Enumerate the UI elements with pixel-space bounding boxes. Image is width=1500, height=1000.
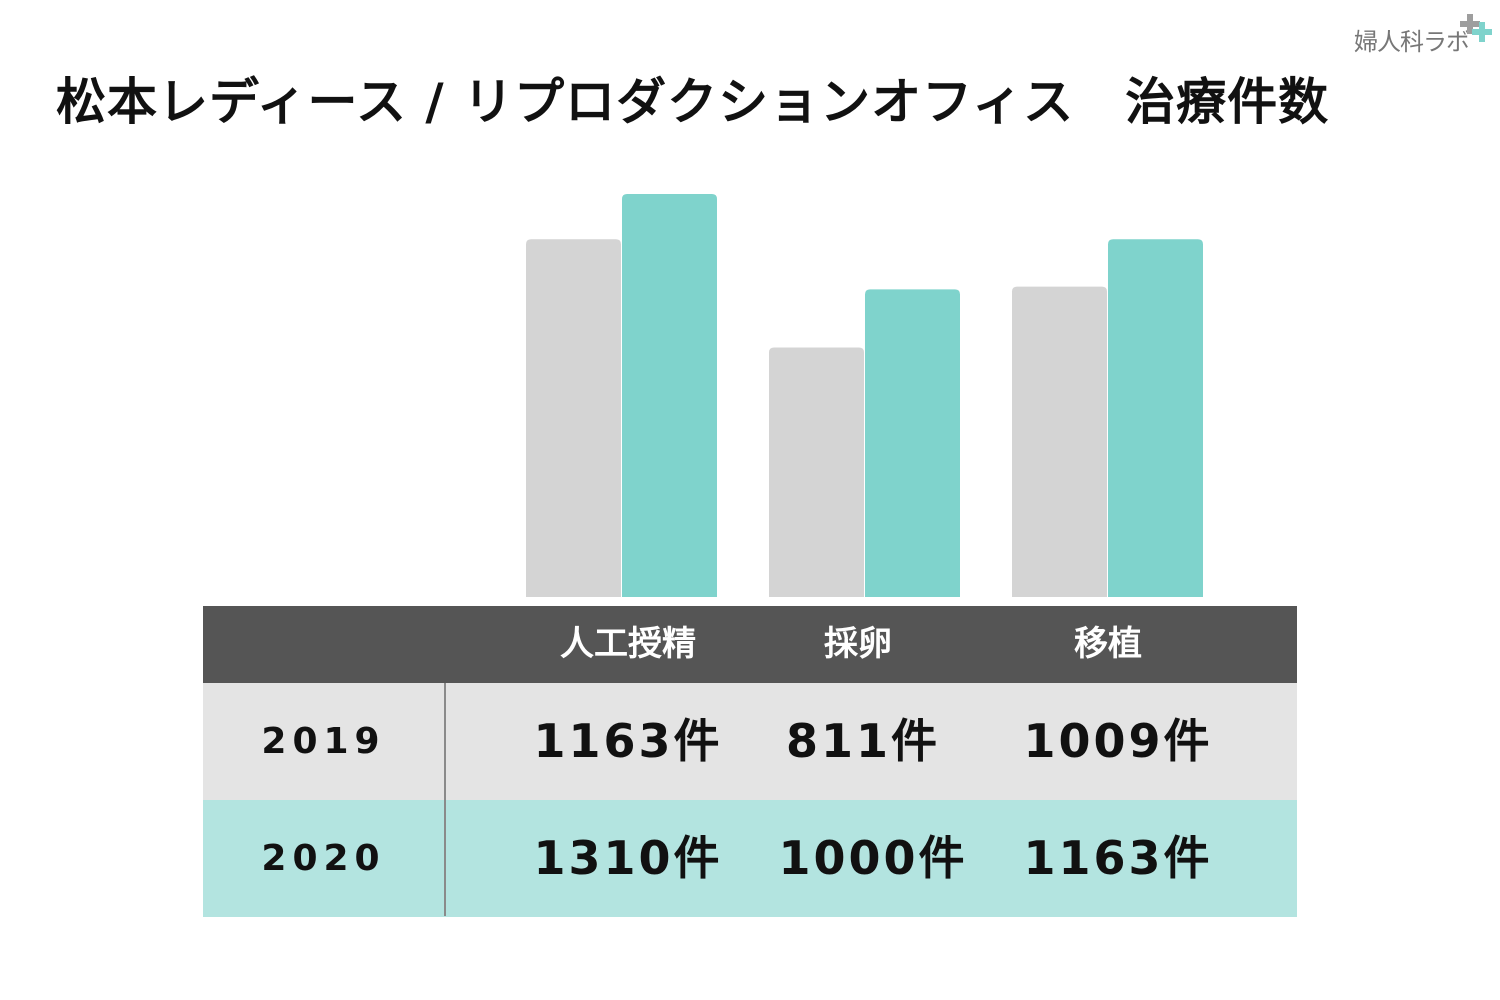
bar-2019-2 bbox=[1012, 286, 1107, 597]
brand-logo: 婦人科ラボ bbox=[1352, 14, 1492, 58]
bar-2020-0 bbox=[622, 194, 717, 597]
table-row: 2019 1163件 811件 1009件 bbox=[203, 683, 1297, 800]
table-cell: 1310件 bbox=[533, 831, 723, 885]
row-year: 2019 bbox=[261, 721, 386, 762]
table-row: 2020 1310件 1000件 1163件 bbox=[203, 800, 1297, 917]
table-cell: 1163件 bbox=[533, 714, 723, 768]
brand-logo-text: 婦人科ラボ bbox=[1354, 28, 1470, 56]
table-cell: 1163件 bbox=[1023, 831, 1213, 885]
bar-2020-2 bbox=[1108, 239, 1203, 597]
data-table: 人工授精 採卵 移植 2019 1163件 811件 1009件 2020 13… bbox=[203, 606, 1297, 917]
column-header-egg-retrieval: 採卵 bbox=[824, 624, 892, 664]
table-cell: 1009件 bbox=[1023, 714, 1213, 768]
column-header-artificial-insemination: 人工授精 bbox=[560, 624, 696, 664]
plus-icon-accent bbox=[1472, 22, 1492, 42]
column-divider bbox=[444, 683, 446, 916]
page-title: 松本レディース / リプロダクションオフィス 治療件数 bbox=[56, 73, 1330, 131]
table-header: 人工授精 採卵 移植 bbox=[203, 606, 1297, 683]
table-cell: 1000件 bbox=[778, 831, 968, 885]
bar-2019-0 bbox=[526, 239, 621, 597]
row-year: 2020 bbox=[261, 838, 386, 879]
bar-2020-1 bbox=[865, 289, 960, 597]
bar-chart bbox=[526, 194, 1203, 597]
table-cell: 811件 bbox=[785, 714, 941, 768]
column-header-transfer: 移植 bbox=[1074, 624, 1142, 664]
bar-2019-1 bbox=[769, 347, 864, 597]
plus-icon bbox=[1460, 14, 1480, 34]
